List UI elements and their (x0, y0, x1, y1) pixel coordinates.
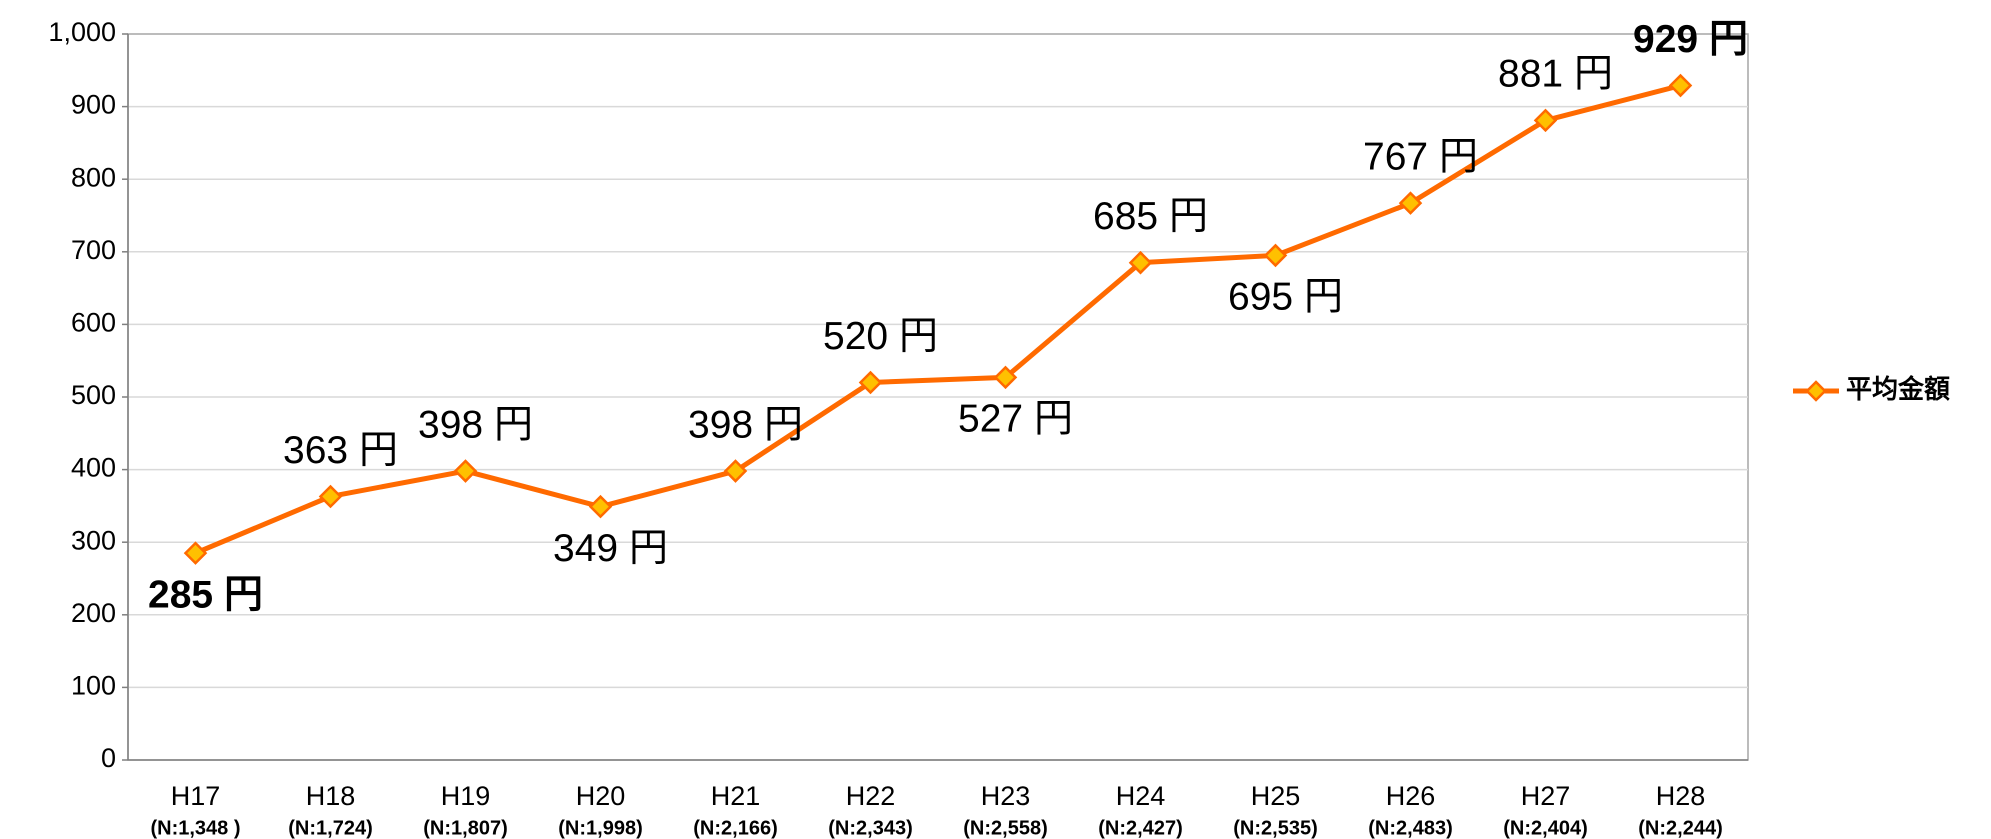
y-tick-label: 0 (101, 743, 116, 773)
data-label: 929 円 (1633, 18, 1748, 61)
x-tick-label: H25 (1251, 781, 1301, 811)
data-point (1398, 191, 1423, 215)
data-label: 767 円 (1363, 135, 1478, 178)
x-tick-note: (N:2,166) (693, 817, 777, 839)
x-tick-note: (N:2,244) (1638, 817, 1722, 839)
data-label: 363 円 (283, 429, 398, 472)
data-point (858, 370, 883, 395)
x-tick-label: H24 (1116, 781, 1166, 811)
x-tick-note: (N:2,483) (1368, 817, 1452, 839)
y-tick-label: 800 (71, 162, 116, 192)
y-tick-label: 100 (71, 671, 116, 701)
data-label: 527 円 (958, 398, 1073, 441)
x-tick-label: H28 (1656, 781, 1706, 811)
x-tick-label: H22 (846, 781, 896, 811)
x-tick-label: H17 (171, 781, 221, 811)
data-line (194, 83, 1682, 556)
y-tick-label: 600 (71, 308, 116, 338)
x-tick-note: (N:1,724) (288, 817, 372, 839)
x-tick-note: (N:1,807) (423, 817, 507, 839)
data-label: 881 円 (1498, 53, 1613, 96)
data-point (588, 494, 613, 519)
y-tick-label: 300 (71, 525, 116, 555)
data-point (723, 459, 748, 483)
y-tick-label: 400 (71, 453, 116, 483)
data-point (1263, 243, 1288, 268)
data-point (183, 541, 208, 565)
data-label: 695 円 (1228, 276, 1343, 319)
y-tick-label: 700 (71, 235, 116, 265)
x-tick-note: (N:2,343) (828, 817, 912, 839)
legend-marker (1805, 380, 1827, 402)
y-tick-label: 500 (71, 380, 116, 410)
x-tick-label: H27 (1521, 781, 1571, 811)
x-tick-note: (N:2,427) (1098, 817, 1182, 839)
data-point (1533, 108, 1558, 133)
data-label: 685 円 (1093, 195, 1208, 238)
x-tick-label: H18 (306, 781, 356, 811)
legend-label: 平均金額 (1846, 374, 1950, 404)
y-tick-label: 900 (71, 90, 116, 120)
data-label: 398 円 (418, 403, 533, 446)
data-label: 520 円 (823, 315, 938, 358)
data-point (1128, 250, 1153, 275)
data-label: 398 円 (688, 403, 803, 446)
x-tick-note: (N:2,535) (1233, 817, 1317, 839)
data-point (993, 365, 1018, 390)
x-tick-label: H23 (981, 781, 1031, 811)
x-tick-note: (N:1,348 ) (150, 817, 240, 839)
data-label: 349 円 (553, 527, 668, 570)
x-tick-label: H20 (576, 781, 626, 811)
x-tick-note: (N:2,404) (1503, 817, 1587, 839)
y-tick-label: 200 (71, 598, 116, 628)
x-tick-label: H26 (1386, 781, 1436, 811)
data-point (1668, 73, 1693, 98)
data-label: 285 円 (148, 573, 263, 616)
x-tick-label: H19 (441, 781, 491, 811)
y-tick-label: 1,000 (48, 17, 116, 47)
x-tick-note: (N:1,998) (558, 817, 642, 839)
data-point (453, 459, 478, 483)
x-tick-label: H21 (711, 781, 761, 811)
x-tick-note: (N:2,558) (963, 817, 1047, 839)
data-point (318, 484, 343, 509)
